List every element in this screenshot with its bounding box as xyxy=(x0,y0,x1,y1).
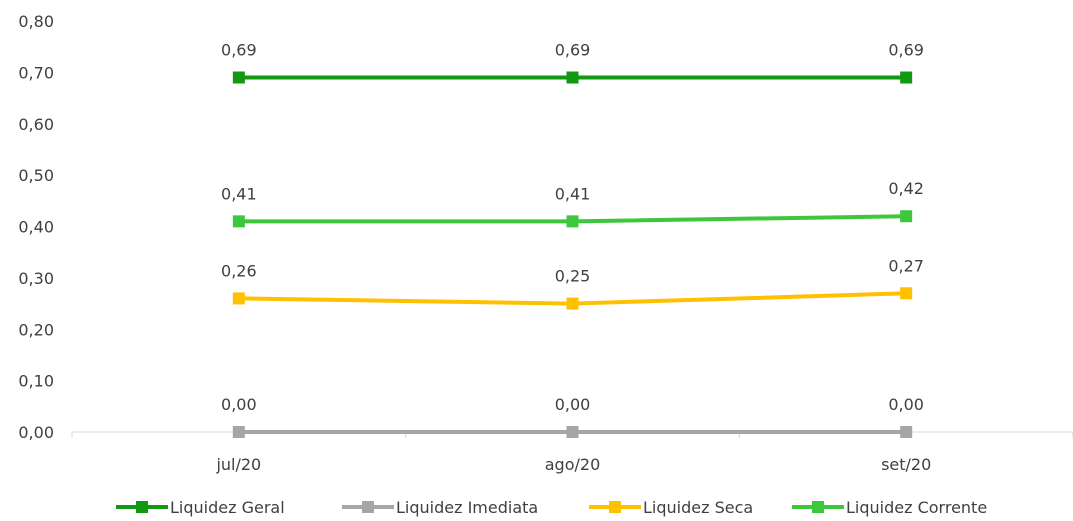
data-point xyxy=(900,71,913,84)
data-label: 0,00 xyxy=(888,395,924,414)
data-point xyxy=(232,292,245,305)
y-tick-label: 0,30 xyxy=(18,269,54,288)
y-tick-label: 0,10 xyxy=(18,372,54,391)
data-point xyxy=(900,210,913,223)
x-axis: jul/20 ago/20 set/20 xyxy=(71,431,1073,474)
y-tick-label: 0,80 xyxy=(18,12,54,31)
legend-label: Liquidez Seca xyxy=(643,498,753,517)
y-tick-label: 0,00 xyxy=(18,423,54,442)
legend-marker xyxy=(362,501,374,513)
y-axis: 0,00 0,10 0,20 0,30 0,40 0,50 0,60 0,70 0,80 xyxy=(18,12,54,442)
legend: Liquidez Geral Liquidez Imediata Liquidez … xyxy=(116,498,987,517)
x-tick-label: ago/20 xyxy=(545,455,601,474)
legend-label: Liquidez Corrente xyxy=(846,498,987,517)
data-point xyxy=(566,71,579,84)
series-layer xyxy=(232,71,913,438)
data-label: 0,00 xyxy=(221,395,257,414)
data-labels: 0,69 0,69 0,69 0,00 0,00 0,00 0,26 0,25 0,27 0,41… xyxy=(221,41,924,414)
y-tick-label: 0,70 xyxy=(18,63,54,82)
data-label: 0,41 xyxy=(555,184,591,203)
data-label: 0,69 xyxy=(555,41,591,60)
data-point xyxy=(566,426,579,438)
data-point xyxy=(900,426,913,438)
data-point xyxy=(566,297,579,310)
data-point xyxy=(900,287,913,300)
legend-label: Liquidez Imediata xyxy=(396,498,538,517)
y-tick-label: 0,60 xyxy=(18,115,54,134)
data-label: 0,25 xyxy=(555,267,591,286)
y-tick-label: 0,20 xyxy=(18,320,54,339)
data-label: 0,26 xyxy=(221,261,257,280)
data-point xyxy=(232,215,245,228)
data-label: 0,00 xyxy=(555,395,591,414)
data-label: 0,42 xyxy=(888,179,924,198)
legend-item: Liquidez Seca xyxy=(589,498,753,517)
x-tick-label: set/20 xyxy=(881,455,931,474)
legend-label: Liquidez Geral xyxy=(170,498,285,517)
legend-marker xyxy=(609,501,621,513)
legend-item: Liquidez Imediata xyxy=(342,498,538,517)
legend-marker xyxy=(136,501,148,513)
data-label: 0,69 xyxy=(888,41,924,60)
data-label: 0,41 xyxy=(221,184,257,203)
legend-marker xyxy=(812,501,824,513)
data-point xyxy=(566,215,579,228)
data-point xyxy=(232,71,245,84)
x-tick-label: jul/20 xyxy=(215,455,261,474)
legend-item: Liquidez Corrente xyxy=(792,498,987,517)
data-label: 0,69 xyxy=(221,41,257,60)
data-point xyxy=(232,426,245,438)
y-tick-label: 0,50 xyxy=(18,166,54,185)
legend-item: Liquidez Geral xyxy=(116,498,285,517)
y-tick-label: 0,40 xyxy=(18,218,54,237)
data-label: 0,27 xyxy=(888,256,924,275)
